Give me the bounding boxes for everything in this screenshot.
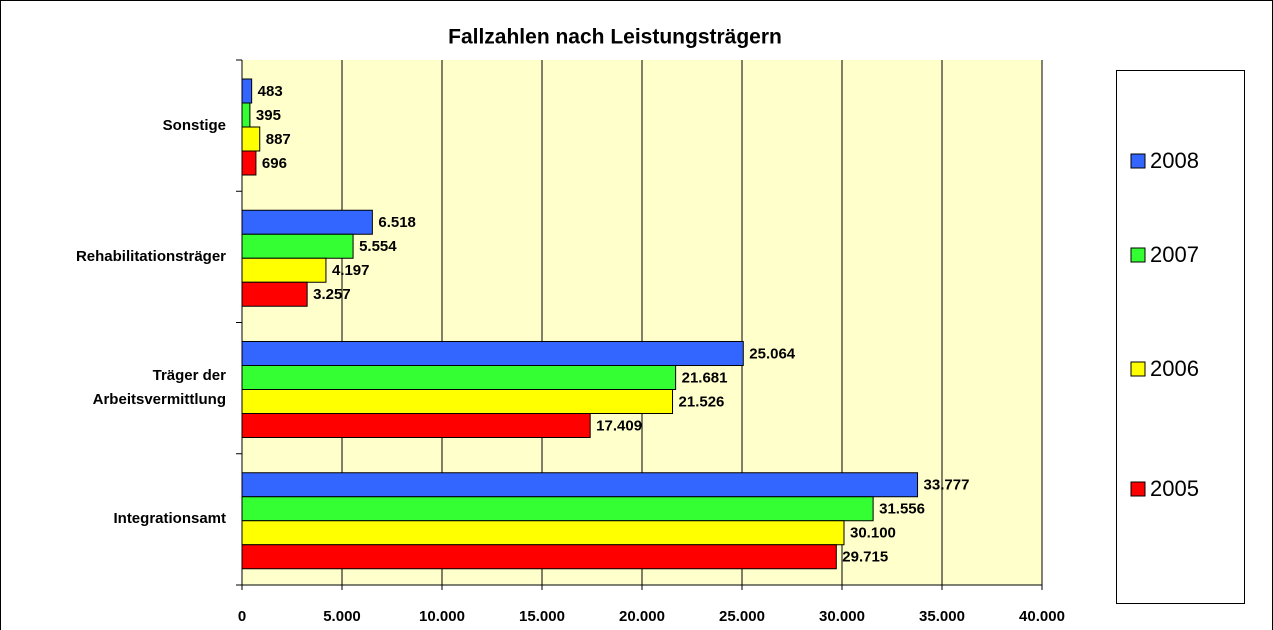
x-tick-label: 20.000	[619, 608, 665, 625]
y-tick-label: Integrationsamt	[113, 510, 226, 528]
data-label: 30.100	[850, 525, 896, 542]
bar	[241, 150, 257, 176]
data-label: 3.257	[313, 286, 351, 303]
bar	[241, 389, 674, 414]
chart-title: Fallzahlen nach Leistungsträgern	[448, 26, 782, 49]
bar	[241, 544, 837, 570]
x-tick-label: 0	[238, 608, 246, 625]
y-tick-label: Sonstige	[162, 116, 226, 134]
bar	[241, 413, 591, 438]
data-label: 887	[266, 131, 291, 148]
legend-label: 2006	[1150, 356, 1199, 381]
bar	[241, 102, 251, 128]
bar	[241, 520, 845, 546]
bar	[241, 126, 261, 152]
bar	[241, 257, 327, 283]
data-label: 395	[256, 107, 281, 124]
x-tick-label: 15.000	[519, 608, 565, 625]
x-tick-label: 10.000	[419, 608, 465, 625]
legend-label: 2005	[1150, 476, 1199, 501]
x-tick-label: 40.000	[1019, 608, 1065, 625]
bar	[241, 496, 874, 522]
bar	[241, 78, 253, 104]
data-label: 33.777	[924, 477, 970, 494]
legend-swatch	[1130, 481, 1146, 497]
y-tick-label: Träger der Arbeitsvermittlung	[92, 367, 226, 409]
data-label: 21.681	[682, 369, 728, 386]
bar	[241, 281, 308, 307]
data-label: 483	[258, 83, 283, 100]
data-label: 696	[262, 155, 287, 172]
y-tick-label: Rehabilitationsträger	[75, 247, 226, 265]
legend-label: 2008	[1150, 148, 1199, 173]
bar	[241, 472, 919, 498]
data-label: 21.526	[679, 393, 725, 410]
x-tick-label: 5.000	[323, 608, 361, 625]
x-tick-label: 35.000	[919, 608, 965, 625]
legend-swatch	[1130, 153, 1146, 169]
data-label: 25.064	[749, 345, 796, 362]
data-label: 6.518	[378, 214, 416, 231]
data-label: 29.715	[842, 549, 888, 566]
x-tick-label: 30.000	[819, 608, 865, 625]
data-label: 5.554	[359, 238, 397, 255]
bar	[241, 365, 677, 390]
data-label: 17.409	[596, 417, 642, 434]
bar	[241, 209, 373, 235]
legend-swatch	[1130, 247, 1146, 263]
bar	[241, 341, 744, 366]
data-label: 31.556	[879, 501, 925, 518]
legend-label: 2007	[1150, 242, 1199, 267]
x-tick-label: 25.000	[719, 608, 765, 625]
bar	[241, 233, 354, 259]
data-label: 4.197	[332, 262, 370, 279]
legend-swatch	[1130, 361, 1146, 377]
